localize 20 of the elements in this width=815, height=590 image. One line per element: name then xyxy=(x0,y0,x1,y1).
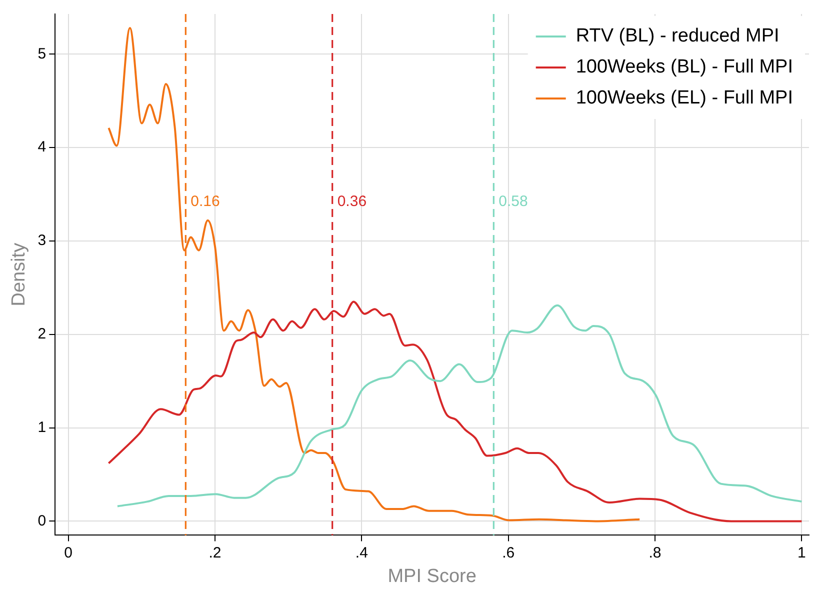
y-tick-label: 1 xyxy=(38,418,46,436)
y-tick-label: 2 xyxy=(38,326,46,343)
y-axis-title: Density xyxy=(8,242,30,306)
x-tick-label: .8 xyxy=(648,544,662,562)
y-tick-label: 5 xyxy=(38,45,46,62)
x-tick-label: .2 xyxy=(208,544,222,562)
x-tick-label: 0 xyxy=(64,544,73,562)
ref-line-label: 0.16 xyxy=(190,192,220,210)
legend-label: 100Weeks (BL) - Full MPI xyxy=(576,56,793,78)
y-tick-label: 0 xyxy=(38,512,46,530)
x-tick-label: 1 xyxy=(797,544,806,562)
y-tick-label: 3 xyxy=(38,232,46,250)
legend-label: 100Weeks (EL) - Full MPI xyxy=(576,88,793,109)
ref-line-label: 0.36 xyxy=(337,192,367,210)
x-tick-label: .6 xyxy=(502,544,515,562)
y-tick-label: 4 xyxy=(38,138,46,156)
ref-line-label: 0.58 xyxy=(498,192,528,210)
x-tick-label: .4 xyxy=(355,544,368,562)
legend-label: RTV (BL) - reduced MPI xyxy=(576,26,780,47)
x-axis-title: MPI Score xyxy=(388,566,476,587)
